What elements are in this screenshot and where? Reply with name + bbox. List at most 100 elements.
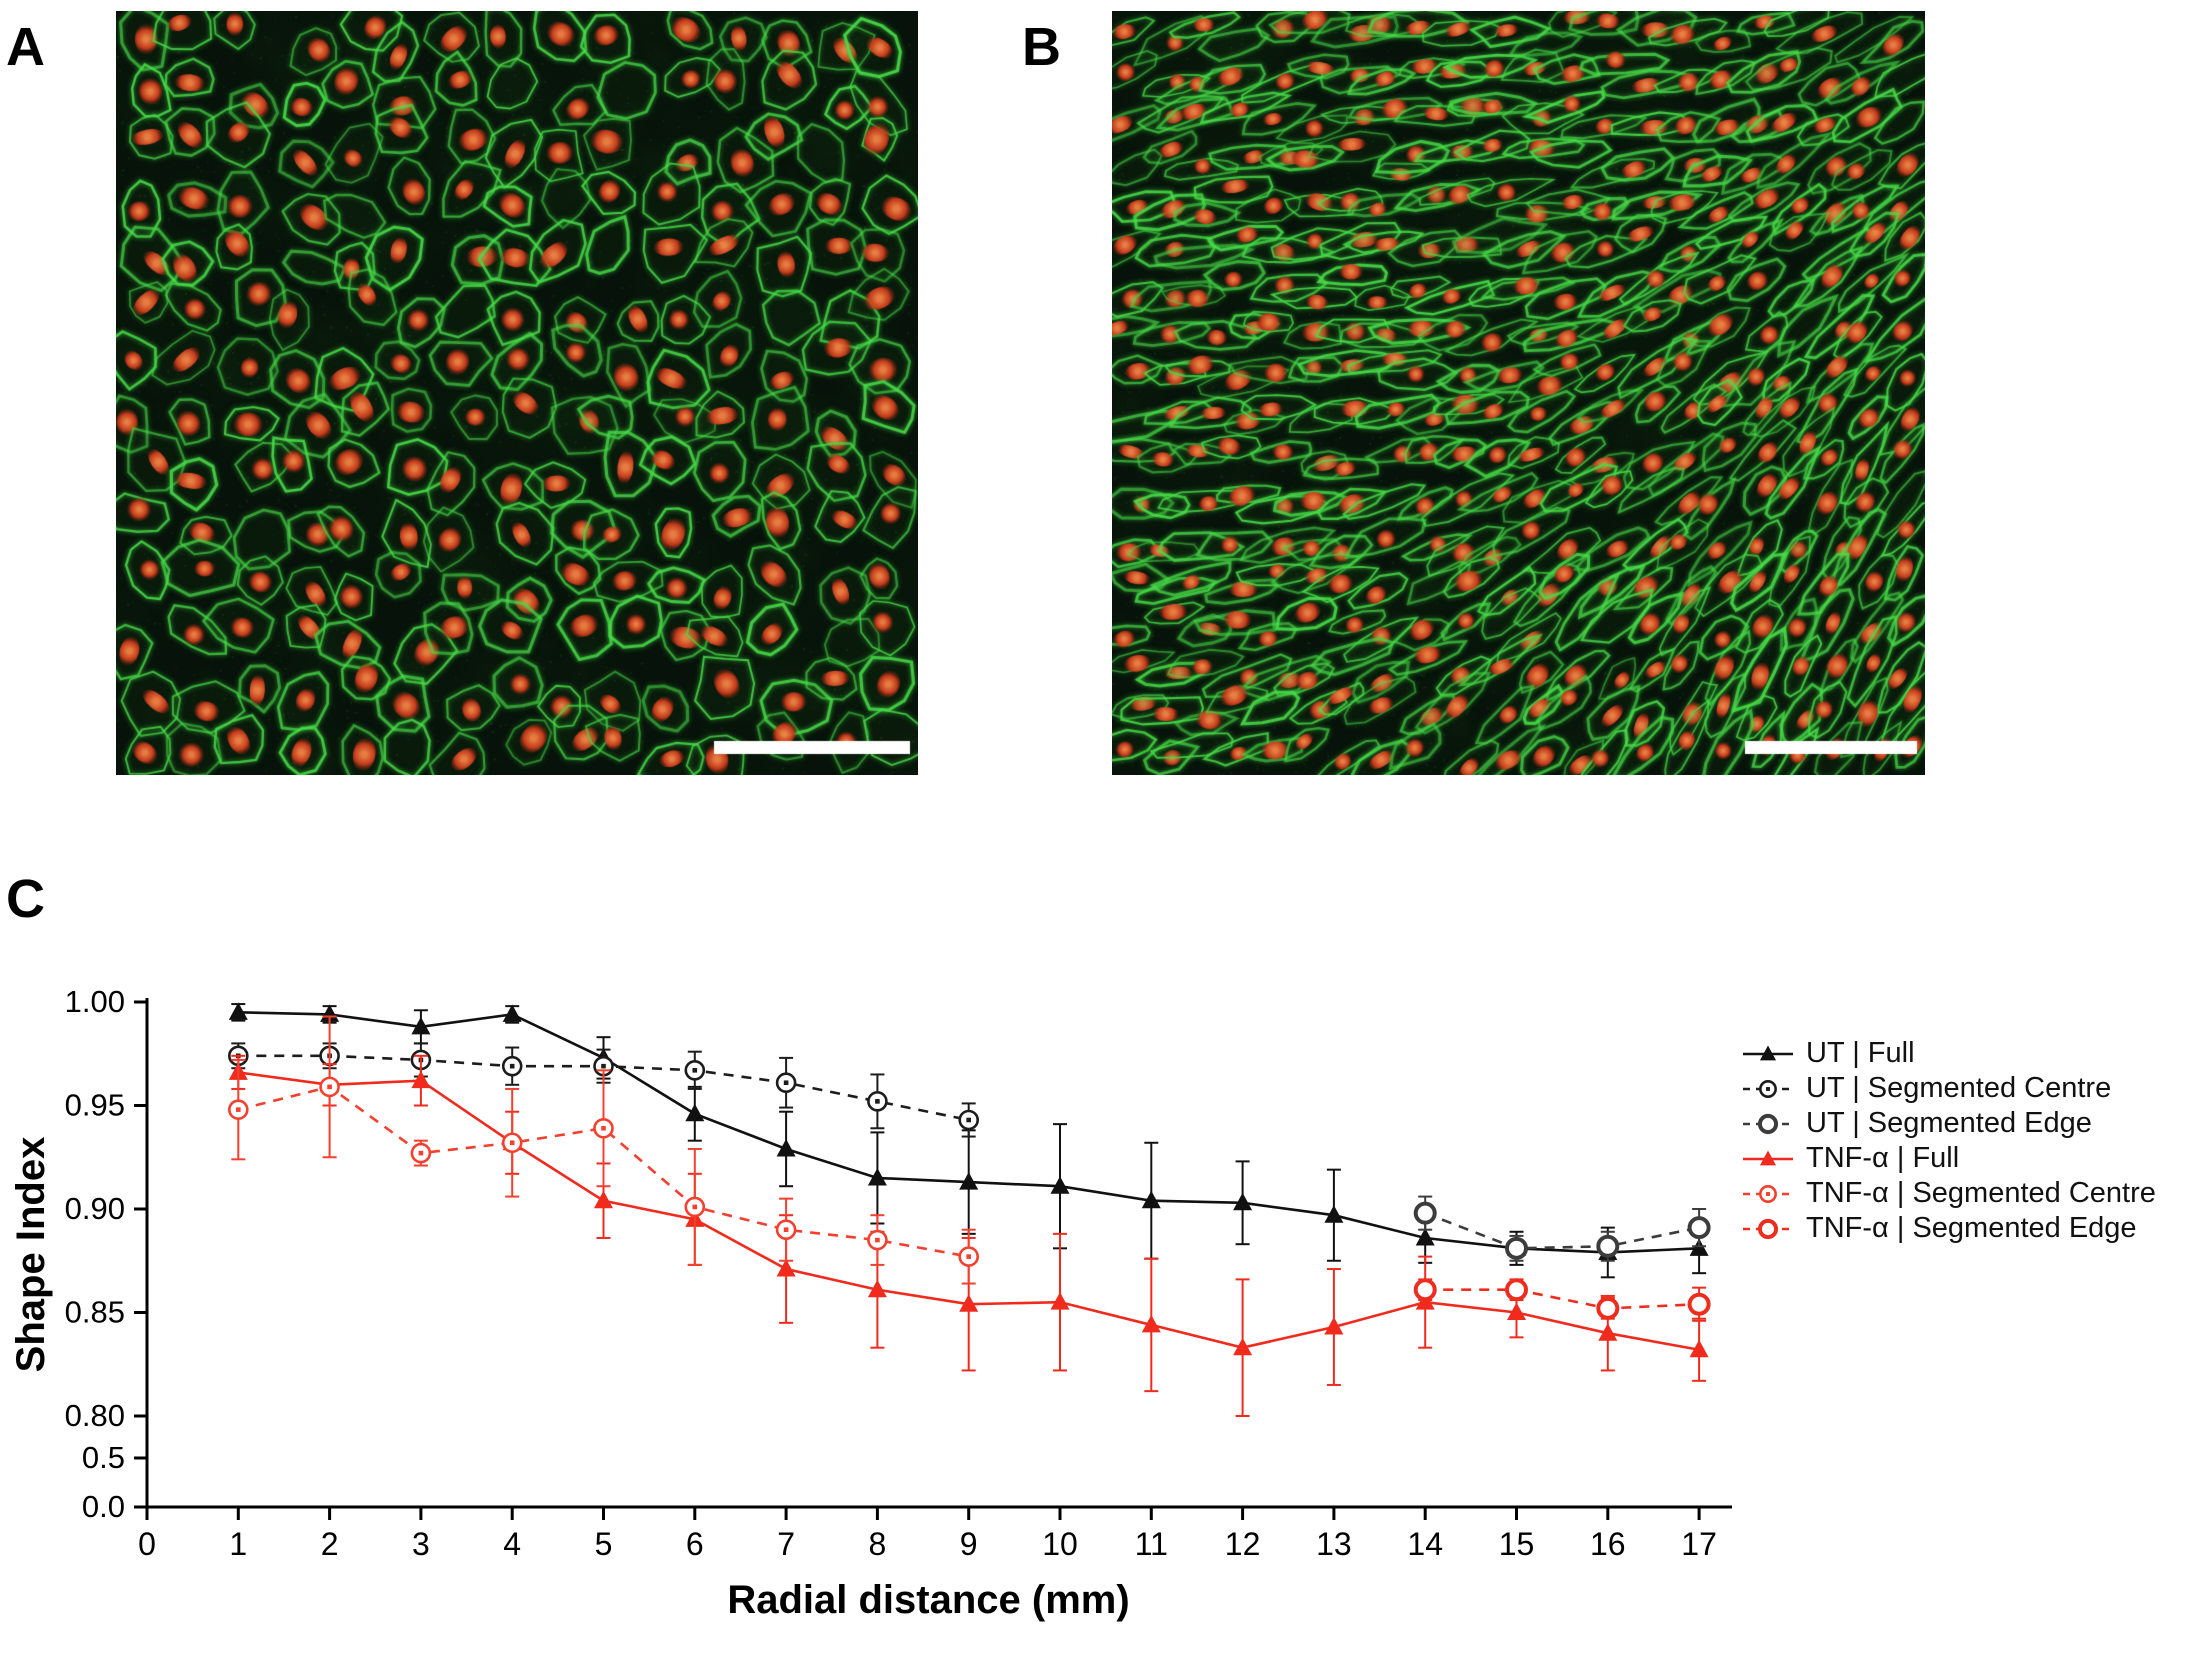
marker-dot [509,1140,515,1146]
x-tick-label: 4 [503,1526,521,1562]
marker-circle-open [1596,1296,1620,1320]
marker-triangle [1759,1045,1777,1060]
x-tick-label: 8 [869,1526,887,1562]
marker-circle-open [1413,1278,1437,1302]
marker-triangle [1233,1337,1253,1356]
marker-dot [418,1150,424,1156]
legend-label-ut-seg-edge: UT | Segmented Edge [1806,1107,2092,1139]
panel-label-a: A [6,17,45,77]
legend-item-tnf-full: TNF-α | Full [1742,1142,2156,1174]
x-tick-label: 11 [1135,1526,1168,1562]
marker-dot [966,1254,971,1259]
marker-dot [692,1068,698,1073]
x-tick-label: 0 [138,1526,156,1562]
marker-dot [236,1107,241,1112]
legend-marker-ut-full [1743,1045,1793,1060]
x-tick-label: 15 [1499,1526,1535,1562]
marker-triangle [1141,1190,1161,1209]
marker-circle-open [1505,1278,1528,1302]
legend-item-tnf-seg-centre: TNF-α | Segmented Centre [1742,1177,2156,1209]
x-tick-label: 2 [321,1526,339,1562]
marker-dot [783,1080,789,1086]
y-tick-label: 0.80 [65,1398,125,1433]
marker-triangle [1507,1302,1526,1320]
marker-dot [601,1125,606,1131]
x-axis-title: Radial distance (mm) [727,1578,1129,1622]
marker-dot [875,1099,880,1104]
x-tick-label: 10 [1042,1526,1078,1562]
marker-circle-open [1505,1236,1528,1260]
marker-triangle [1689,1339,1709,1358]
y-tick-label: 0.90 [65,1191,125,1226]
marker-triangle [411,1070,431,1089]
marker-dot [783,1227,789,1232]
marker-triangle [1598,1323,1618,1341]
marker-triangle [1141,1314,1161,1333]
x-tick-label: 1 [229,1526,247,1562]
legend-label-ut-seg-centre: UT | Segmented Centre [1806,1072,2112,1104]
y-tick-label: 0.85 [65,1295,125,1330]
marker-triangle [776,1138,796,1157]
y-tick-label: 0.95 [65,1088,125,1123]
x-tick-label: 13 [1316,1526,1352,1562]
micrograph-a [116,11,918,775]
shape-index-chart: 1.000.950.900.850.800.50.00 1 2 3 4 5 6 7 8 9 10 11… [9,984,1732,1622]
legend-item-ut-seg-centre: UT | Segmented Centre [1742,1072,2156,1104]
x-tick-label: 7 [777,1526,795,1562]
x-tick-label: 14 [1407,1526,1443,1562]
marker-circle-open [1413,1201,1437,1225]
marker-dot [327,1084,332,1090]
marker-triangle [685,1103,705,1122]
marker-triangle [411,1016,431,1035]
legend-marker-tnf-seg-centre [1743,1184,1793,1203]
legend-marker-ut-seg-centre [1743,1079,1793,1098]
x-tick-label: 3 [412,1526,430,1562]
marker-circle-open [1757,1113,1779,1134]
marker-circle-open [1596,1234,1620,1258]
legend-item-tnf-seg-edge: TNF-α | Segmented Edge [1742,1212,2156,1244]
x-tick-label: 17 [1681,1526,1717,1562]
marker-triangle [1324,1316,1344,1335]
marker-dot [692,1204,698,1210]
x-tick-label: 6 [686,1526,704,1562]
marker-triangle [1050,1292,1070,1310]
panel-label-c: C [6,869,45,929]
legend-marker-ut-seg-edge [1743,1113,1793,1134]
marker-dot [1766,1086,1770,1091]
marker-triangle [1759,1150,1777,1165]
y-tick-label: 0.0 [82,1489,125,1524]
marker-dot [966,1117,971,1123]
micrograph-b [1112,11,1925,775]
y-tick-label: 0.5 [82,1440,125,1475]
marker-triangle [594,1190,613,1209]
marker-circle-open [1687,1292,1711,1316]
y-axis-title: Shape Index [9,1137,53,1373]
marker-triangle [228,1002,248,1020]
legend-label-ut-full: UT | Full [1806,1037,1915,1069]
marker-dot [1766,1191,1770,1196]
marker-triangle [959,1294,979,1312]
y-tick-label: 1.00 [65,984,125,1019]
x-tick-label: 5 [595,1526,613,1562]
marker-triangle [1324,1205,1344,1223]
legend-label-tnf-seg-edge: TNF-α | Segmented Edge [1806,1212,2137,1244]
marker-circle-open [1687,1216,1711,1240]
marker-dot [875,1237,880,1243]
x-tick-label: 16 [1590,1526,1626,1562]
marker-triangle [320,1004,340,1022]
legend-label-tnf-seg-centre: TNF-α | Segmented Centre [1806,1177,2156,1209]
marker-dot [601,1063,606,1069]
legend-label-tnf-full: TNF-α | Full [1806,1142,1960,1174]
series-tnf-seg-edge [1413,1278,1711,1322]
marker-triangle [502,1004,522,1022]
legend-marker-tnf-full [1743,1150,1793,1165]
panel-label-b: B [1022,17,1061,77]
marker-triangle [1050,1176,1070,1194]
marker-triangle [867,1279,887,1298]
marker-triangle [776,1259,796,1277]
marker-dot [509,1063,515,1069]
marker-triangle [867,1167,887,1186]
series-ut-seg-edge [1413,1195,1711,1262]
marker-triangle [1233,1192,1253,1211]
